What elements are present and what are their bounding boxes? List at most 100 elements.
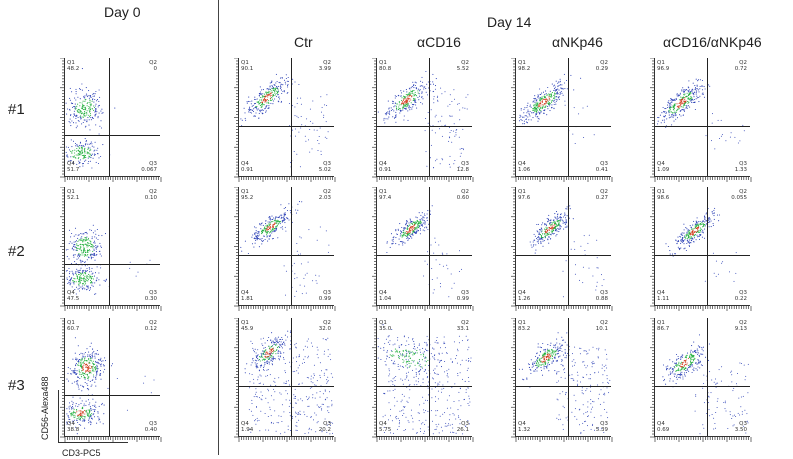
quadrant-name: Q2 — [323, 320, 331, 326]
quadrant-label-q3: Q3 1.33 — [735, 161, 747, 173]
event-dots — [665, 207, 737, 282]
quadrant-name: Q3 — [149, 161, 157, 167]
quadrant-gate-horizontal — [377, 386, 472, 387]
quadrant-percent: 3.99 — [318, 66, 331, 72]
axis-ticks — [60, 318, 162, 442]
quadrant-name: Q3 — [461, 161, 469, 167]
quadrant-label-q2: Q2 0.12 — [145, 320, 157, 332]
quadrant-label-q1: Q1 98.6 — [657, 189, 669, 201]
column-header-acd16: αCD16 — [417, 34, 461, 50]
quadrant-percent: 90.1 — [241, 66, 254, 72]
quadrant-label-q3: Q3 5.39 — [596, 421, 608, 433]
quadrant-label-q4: Q4 1.94 — [241, 421, 253, 433]
event-dots — [240, 73, 329, 168]
axis-ticks — [372, 58, 474, 182]
axis-ticks — [511, 58, 613, 182]
quadrant-gate-horizontal — [377, 126, 472, 127]
quadrant-gate-vertical — [568, 318, 569, 436]
quadrant-name: Q3 — [739, 290, 747, 296]
quadrant-percent: 0.88 — [595, 296, 608, 302]
quadrant-name: Q1 — [241, 189, 249, 195]
quadrant-gate-horizontal — [239, 386, 334, 387]
quadrant-gate-vertical — [109, 318, 110, 436]
quadrant-percent: 38.8 — [67, 427, 80, 433]
quadrant-percent: 1.11 — [657, 296, 670, 302]
quadrant-percent: 1.09 — [657, 167, 670, 173]
flow-plot-r1-day0: Q1 48.2 Q2 0 Q4 51.7 Q3 0.067 — [60, 58, 162, 182]
quadrant-label-q3: Q3 5.02 — [319, 161, 331, 173]
quadrant-percent: 47.5 — [67, 296, 80, 302]
quadrant-label-q4: Q4 47.5 — [67, 290, 79, 302]
quadrant-label-q1: Q1 35.0 — [379, 320, 391, 332]
quadrant-name: Q4 — [657, 161, 665, 167]
quadrant-name: Q2 — [149, 189, 157, 195]
quadrant-percent: 96.9 — [657, 66, 670, 72]
quadrant-gate-vertical — [568, 187, 569, 305]
row-label-1: #1 — [8, 101, 25, 118]
quadrant-percent: 52.1 — [67, 195, 80, 201]
quadrant-label-q3: Q3 3.50 — [735, 421, 747, 433]
flow-plot-r3-nkp46: Q1 83.2 Q2 10.1 Q4 1.32 Q3 5.39 — [511, 318, 613, 442]
quadrant-label-q4: Q4 0.69 — [657, 421, 669, 433]
quadrant-name: Q4 — [518, 421, 526, 427]
quadrant-label-q4: Q4 1.32 — [518, 421, 530, 433]
quadrant-percent: 1.32 — [518, 427, 531, 433]
quadrant-label-q4: Q4 0.91 — [379, 161, 391, 173]
quadrant-name: Q2 — [600, 320, 608, 326]
quadrant-name: Q2 — [461, 320, 469, 326]
quadrant-gate-vertical — [291, 318, 292, 436]
quadrant-label-q2: Q2 5.52 — [457, 60, 469, 72]
quadrant-percent: 0.30 — [144, 296, 157, 302]
quadrant-gate-vertical — [291, 58, 292, 176]
quadrant-gate-horizontal — [239, 126, 334, 127]
quadrant-label-q2: Q2 0.10 — [145, 189, 157, 201]
quadrant-percent: 80.8 — [379, 66, 392, 72]
x-axis-label: CD3-PC5 — [62, 448, 101, 458]
quadrant-percent: 0.055 — [731, 195, 747, 201]
quadrant-name: Q1 — [67, 60, 75, 66]
quadrant-name: Q1 — [379, 189, 387, 195]
event-dots — [386, 205, 462, 298]
event-dots — [65, 68, 116, 169]
column-header-anpk46: αNKp46 — [552, 34, 603, 50]
axis-ticks — [511, 318, 613, 442]
quadrant-name: Q1 — [657, 60, 665, 66]
row-label-3: #3 — [8, 377, 25, 394]
quadrant-gate-horizontal — [655, 386, 750, 387]
quadrant-label-q2: Q2 32.0 — [319, 320, 331, 332]
quadrant-percent: 86.7 — [657, 326, 670, 332]
event-dots — [518, 73, 595, 144]
quadrant-percent: 0.99 — [456, 296, 469, 302]
quadrant-gate-horizontal — [516, 386, 611, 387]
quadrant-name: Q4 — [518, 161, 526, 167]
quadrant-percent: 26.1 — [456, 427, 469, 433]
quadrant-percent: 5.39 — [595, 427, 608, 433]
column-header-combined: αCD16/αNKp46 — [663, 34, 762, 50]
axis-ticks — [60, 58, 162, 182]
event-dots — [529, 205, 605, 298]
quadrant-gate-horizontal — [516, 255, 611, 256]
quadrant-label-q1: Q1 86.7 — [657, 320, 669, 332]
quadrant-percent: 97.4 — [379, 195, 392, 201]
quadrant-percent: 10.1 — [595, 326, 608, 332]
quadrant-label-q2: Q2 0.60 — [457, 189, 469, 201]
quadrant-percent: 0.60 — [456, 195, 469, 201]
flow-plot-r1-both: Q1 96.9 Q2 0.72 Q4 1.09 Q3 1.33 — [650, 58, 752, 182]
quadrant-name: Q3 — [461, 421, 469, 427]
quadrant-gate-horizontal — [65, 264, 160, 265]
quadrant-label-q1: Q1 95.2 — [241, 189, 253, 201]
quadrant-name: Q1 — [379, 320, 387, 326]
quadrant-name: Q4 — [379, 290, 387, 296]
quadrant-label-q3: Q3 0.22 — [735, 290, 747, 302]
quadrant-name: Q1 — [657, 189, 665, 195]
quadrant-gate-vertical — [707, 58, 708, 176]
quadrant-label-q2: Q2 0.72 — [735, 60, 747, 72]
quadrant-name: Q4 — [67, 290, 75, 296]
quadrant-label-q1: Q1 97.4 — [379, 189, 391, 201]
quadrant-label-q2: Q2 9.13 — [735, 320, 747, 332]
quadrant-label-q1: Q1 97.6 — [518, 189, 530, 201]
quadrant-percent: 0.91 — [241, 167, 254, 173]
quadrant-name: Q2 — [149, 320, 157, 326]
quadrant-name: Q2 — [600, 60, 608, 66]
quadrant-name: Q4 — [657, 290, 665, 296]
